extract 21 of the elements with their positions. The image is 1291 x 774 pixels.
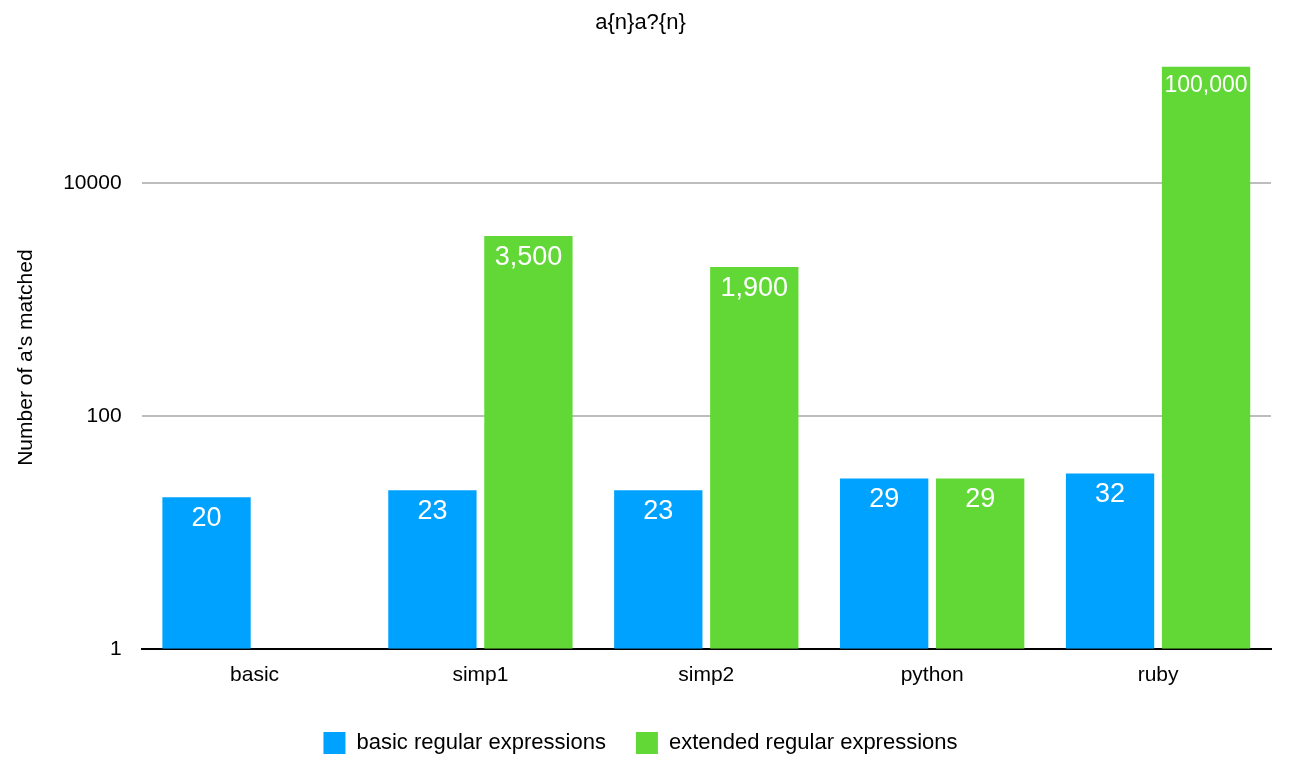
data-label: 20: [191, 502, 222, 533]
x-tick-label: python: [900, 662, 964, 686]
legend-label: extended regular expressions: [668, 729, 958, 755]
x-tick-label: basic: [230, 662, 280, 686]
chart-title: a{n}a?{n}: [595, 9, 686, 35]
data-label: 32: [1095, 478, 1126, 509]
data-label: 1,900: [720, 271, 789, 302]
data-label: 3,500: [494, 240, 563, 271]
y-tick-label: 10000: [63, 169, 122, 193]
data-label: 23: [417, 495, 448, 526]
x-tick-label: ruby: [1137, 662, 1179, 686]
y-axis-title: Number of a's matched: [13, 249, 37, 466]
data-label: 23: [643, 495, 674, 526]
data-label: 29: [869, 483, 900, 514]
x-tick-label: simp1: [452, 662, 509, 686]
data-label: 100,000: [1164, 71, 1248, 98]
legend-label: basic regular expressions: [356, 729, 606, 755]
x-tick-label: simp2: [678, 662, 735, 686]
y-tick-label: 1: [109, 635, 122, 659]
y-tick-label: 100: [86, 402, 122, 426]
data-label: 29: [965, 483, 996, 514]
